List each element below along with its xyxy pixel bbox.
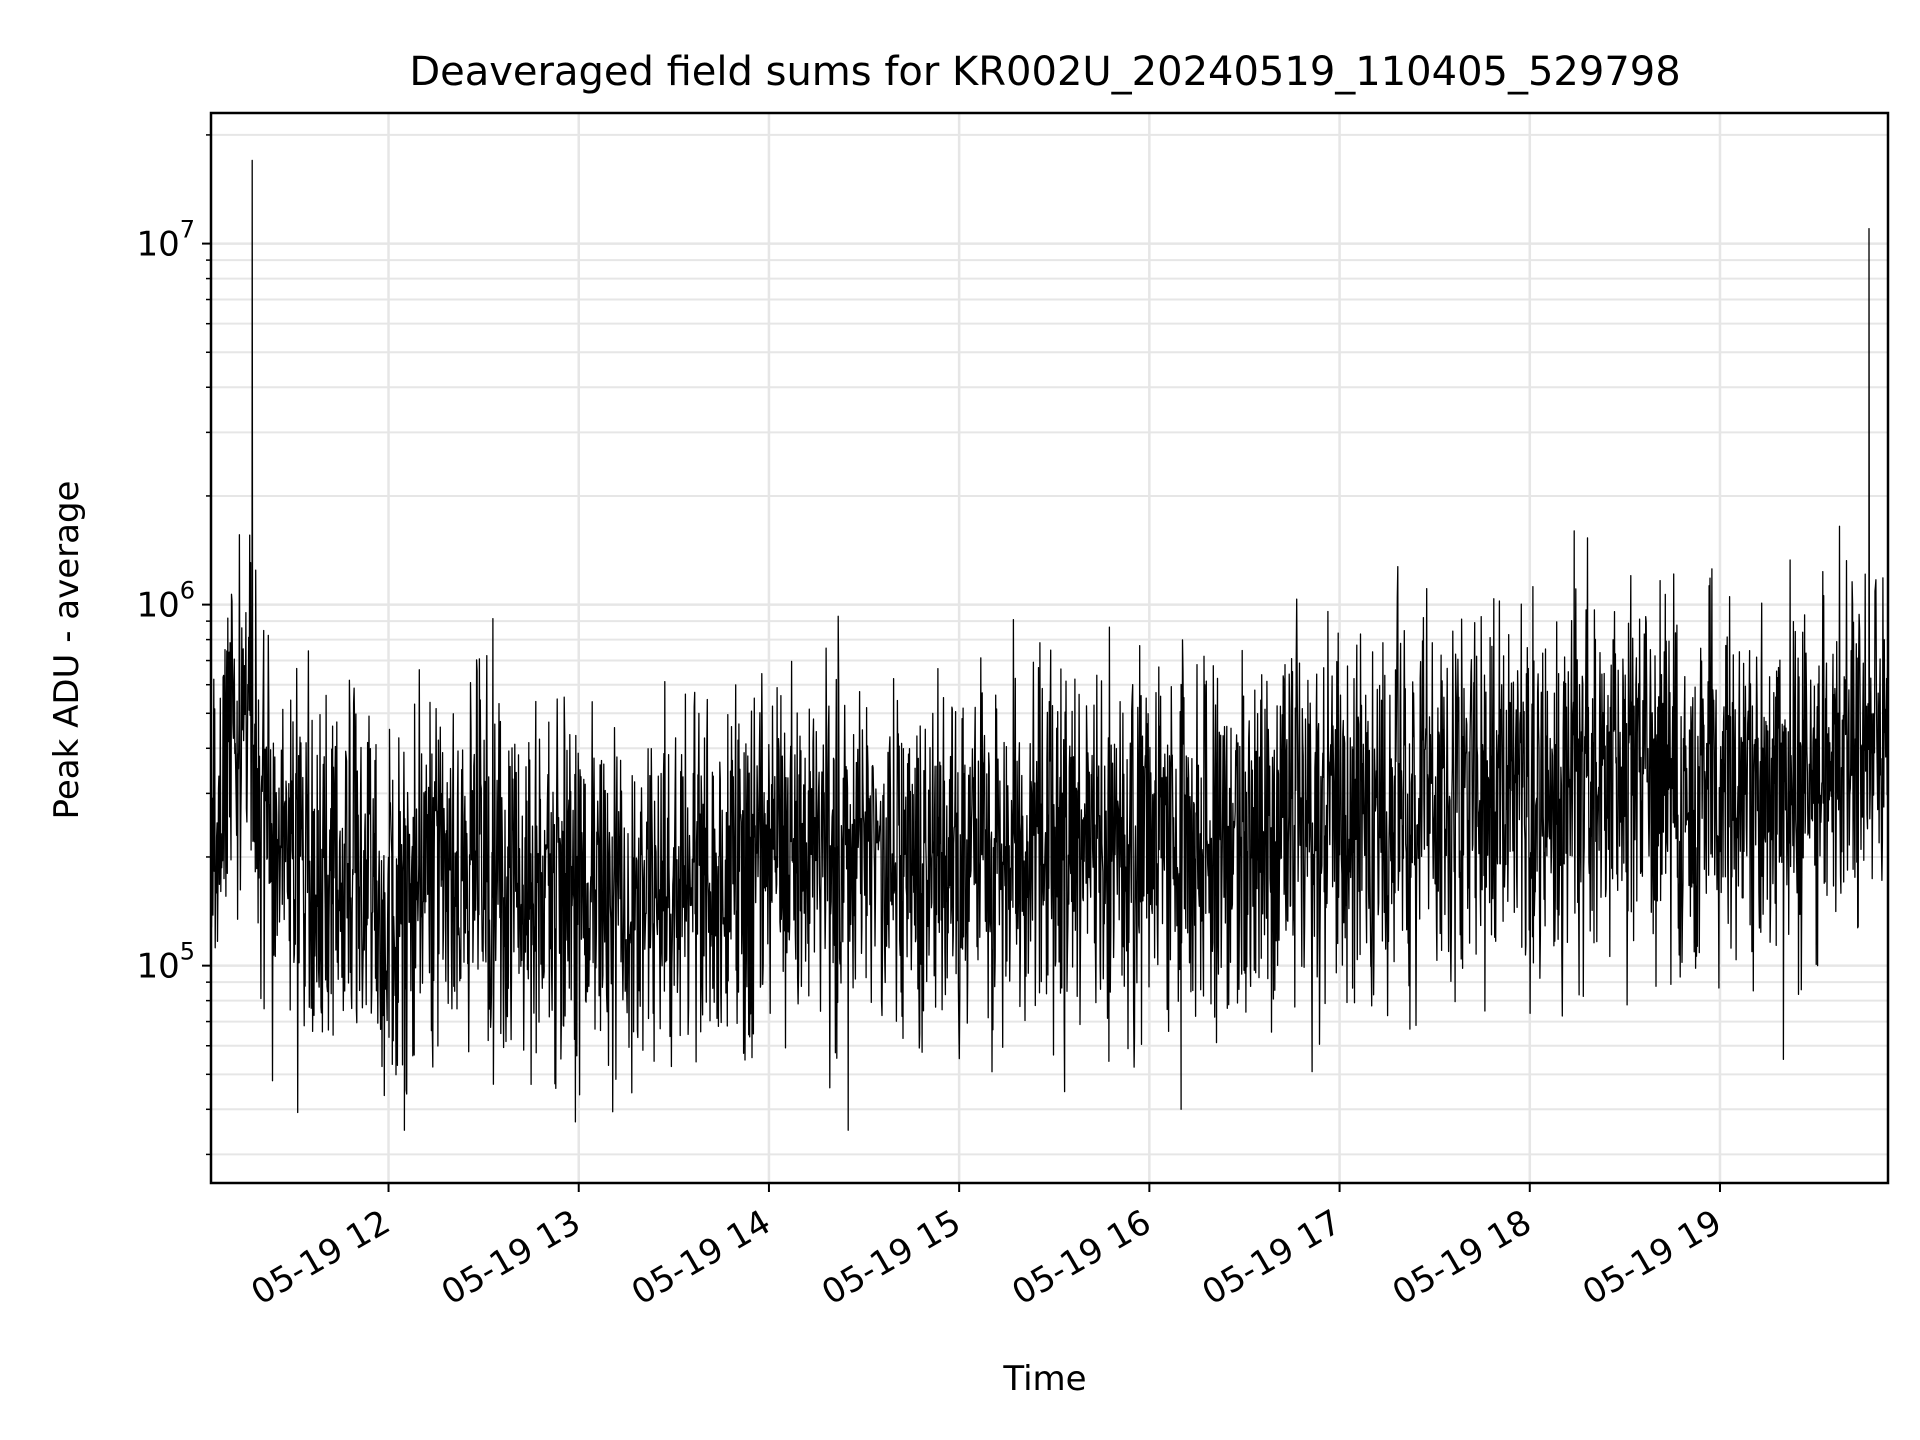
y-tick-exponent: 6 — [180, 577, 195, 605]
y-tick-exponent: 7 — [180, 216, 195, 244]
y-axis-label: Peak ADU - average — [47, 481, 87, 820]
data-series — [210, 159, 1889, 1131]
y-tick-base: 10 — [136, 586, 179, 626]
chart-title: Deaveraged field sums for KR002U_2024051… — [409, 49, 1680, 95]
y-tick-exponent: 5 — [180, 938, 195, 966]
plot-frame — [209, 111, 1890, 1185]
y-tick-base: 10 — [136, 225, 179, 265]
x-axis-label: Time — [1002, 1359, 1086, 1399]
series-line — [210, 159, 1889, 1131]
y-tick-base: 10 — [136, 947, 179, 987]
y-tick-label: 107 — [136, 216, 195, 265]
y-tick-label: 106 — [136, 577, 195, 626]
y-tick-label: 105 — [136, 938, 195, 987]
